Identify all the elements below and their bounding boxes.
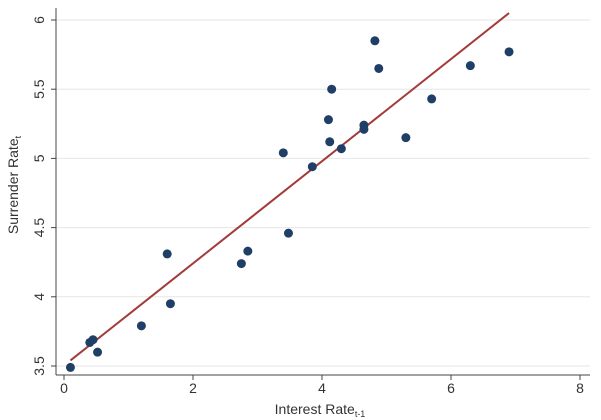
data-point xyxy=(465,61,475,71)
x-tick-label: 0 xyxy=(60,380,68,396)
y-tick-label: 6 xyxy=(31,16,47,24)
data-point xyxy=(427,94,437,104)
data-point xyxy=(401,133,411,143)
data-point xyxy=(88,335,98,345)
y-tick-label: 4 xyxy=(31,293,47,301)
data-point xyxy=(359,124,369,134)
data-point xyxy=(65,362,75,372)
data-point xyxy=(325,137,335,147)
x-tick-label: 4 xyxy=(318,380,326,396)
data-point xyxy=(327,84,337,94)
tick-labels: 0 2 4 6 8 3.5 4 4.5 5 5.5 6 xyxy=(31,16,584,396)
y-tick-label: 5 xyxy=(31,154,47,162)
data-point xyxy=(136,321,146,331)
data-point xyxy=(243,246,253,256)
data-point xyxy=(336,144,346,154)
data-point xyxy=(93,347,103,357)
data-point xyxy=(323,115,333,125)
y-axis-title: Surrender Ratet xyxy=(5,135,23,234)
x-tick-label: 8 xyxy=(576,380,584,396)
data-point xyxy=(307,162,317,172)
grid-lines xyxy=(56,19,590,367)
tick-marks xyxy=(51,19,581,380)
fit-line xyxy=(69,12,510,362)
axes xyxy=(55,8,590,376)
fit-line-group xyxy=(69,12,510,362)
y-tick-label: 5.5 xyxy=(31,79,47,99)
data-point xyxy=(236,259,246,269)
data-point xyxy=(283,228,293,238)
y-tick-label: 4.5 xyxy=(31,218,47,238)
x-tick-label: 2 xyxy=(189,380,197,396)
data-point xyxy=(374,63,384,73)
data-points xyxy=(65,36,514,372)
y-tick-label: 3.5 xyxy=(31,356,47,376)
x-axis-title: Interest Ratet-1 xyxy=(275,401,366,419)
data-point xyxy=(370,36,380,46)
data-point xyxy=(278,148,288,158)
data-point xyxy=(165,299,175,309)
data-point xyxy=(162,249,172,259)
data-point xyxy=(504,47,514,57)
x-tick-label: 6 xyxy=(447,380,455,396)
